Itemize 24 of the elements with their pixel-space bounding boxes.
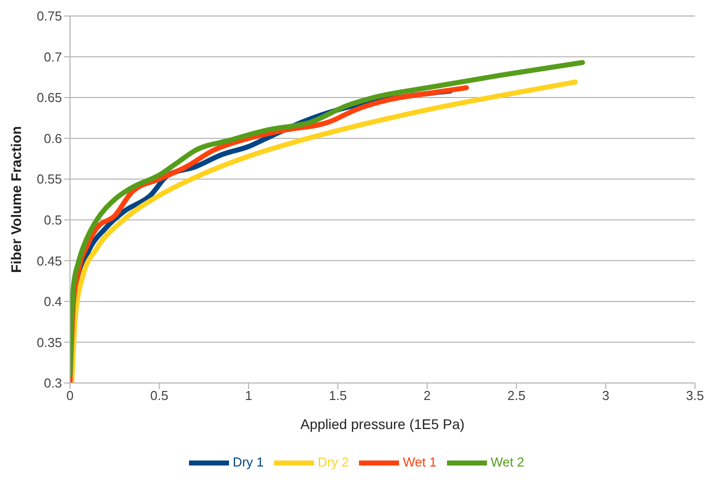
x-tick-label: 0.5	[150, 388, 168, 404]
y-tick-label: 0.65	[36, 90, 62, 106]
x-axis-title: Applied pressure (1E5 Pa)	[300, 416, 465, 432]
legend-label: Dry 2	[318, 454, 349, 470]
y-tick-label: 0.7	[44, 49, 62, 64]
y-axis-title: Fiber Volume Fraction	[8, 126, 24, 273]
y-tick-label: 0.45	[36, 253, 62, 268]
x-tick-label: 3	[602, 388, 610, 404]
x-tick-label: 2	[424, 388, 431, 404]
x-tick-label: 2.5	[507, 388, 526, 404]
y-tick-label: 0.5	[44, 212, 62, 228]
y-tick-label: 0.55	[36, 172, 62, 187]
y-tick-label: 0.3	[44, 376, 62, 391]
y-tick-label: 0.4	[44, 294, 62, 310]
legend-label: Wet 1	[402, 454, 437, 470]
x-tick-label: 1.5	[328, 388, 347, 404]
x-tick-label: 0	[66, 388, 74, 404]
x-tick-label: 1	[244, 388, 252, 404]
legend-label: Dry 1	[232, 454, 264, 470]
y-tick-label: 0.35	[36, 334, 62, 350]
y-tick-label: 0.6	[44, 130, 62, 146]
y-tick-label: 0.75	[36, 8, 62, 24]
x-tick-label: 3.5	[686, 388, 704, 404]
legend-label: Wet 2	[490, 454, 524, 470]
